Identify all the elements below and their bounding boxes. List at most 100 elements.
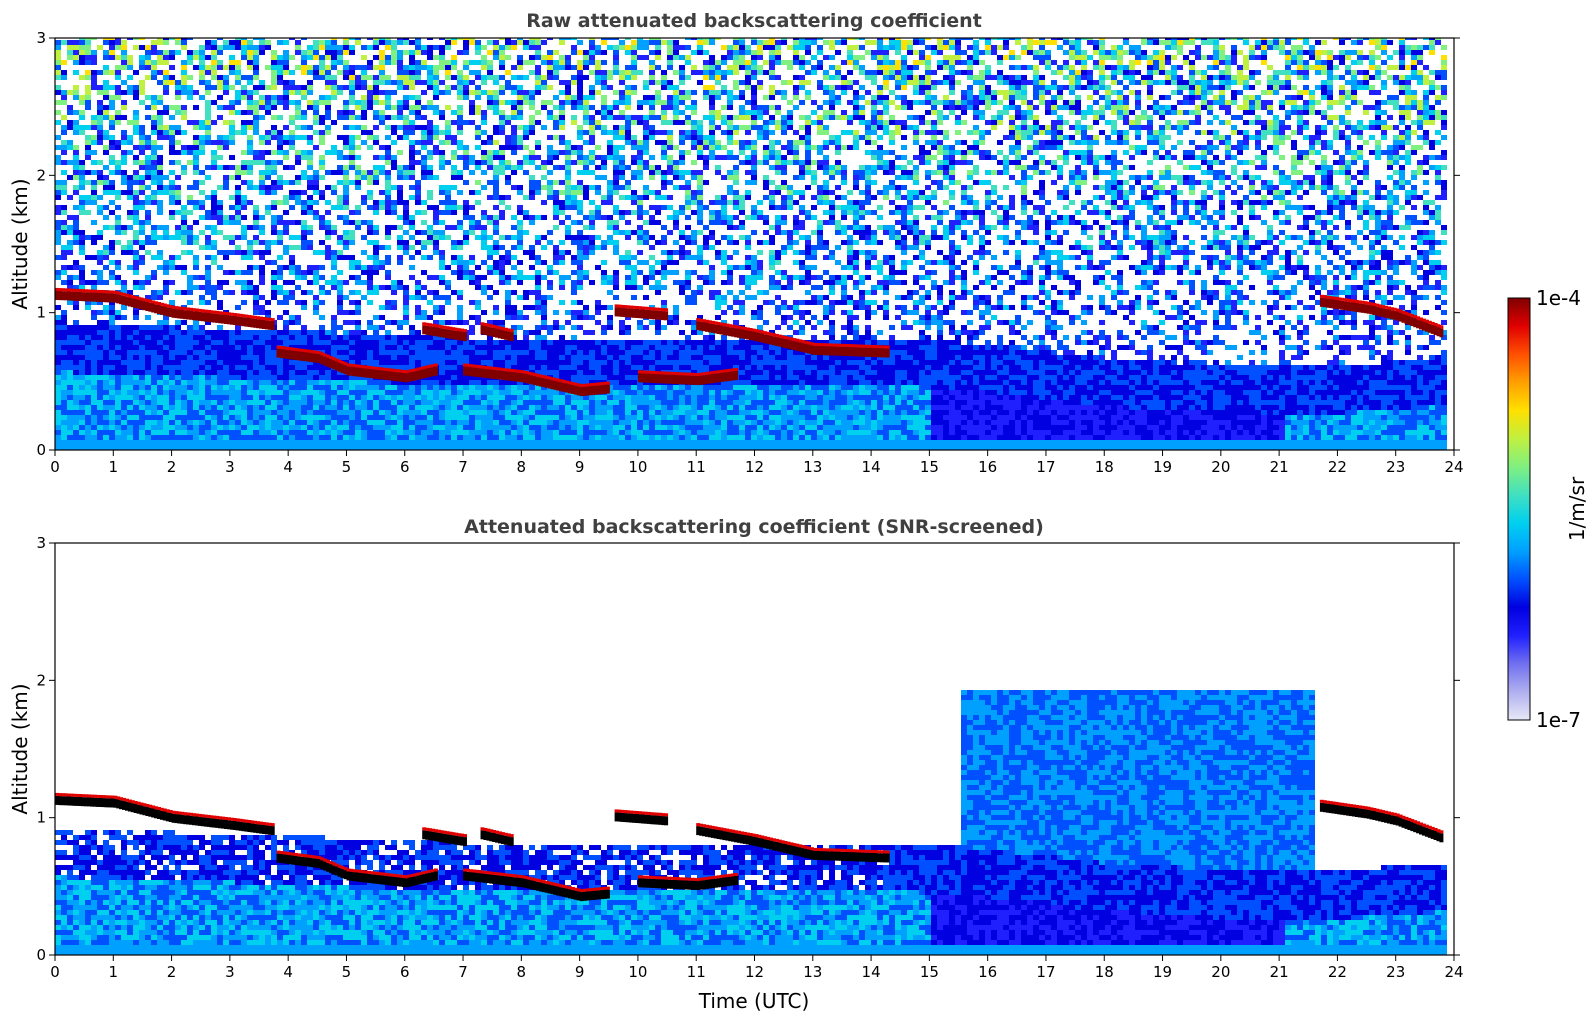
heatmap-cell: [397, 170, 403, 175]
heatmap-cell: [187, 350, 193, 355]
heatmap-cell: [103, 395, 109, 400]
heatmap-cell: [331, 280, 337, 285]
heatmap-cell: [253, 300, 259, 305]
heatmap-cell: [169, 80, 175, 85]
heatmap-cell: [181, 430, 187, 435]
heatmap-cell: [259, 175, 265, 180]
heatmap-cell: [73, 375, 79, 380]
heatmap-cell: [301, 400, 307, 405]
heatmap-cell: [445, 205, 451, 210]
heatmap-cell: [151, 50, 157, 55]
heatmap-cell: [271, 280, 277, 285]
heatmap-cell: [505, 255, 511, 260]
heatmap-cell: [385, 170, 391, 175]
heatmap-cell: [163, 265, 169, 270]
heatmap-cell: [475, 405, 481, 410]
heatmap-cell: [157, 100, 163, 105]
heatmap-cell: [427, 45, 433, 50]
heatmap-cell: [349, 430, 355, 435]
heatmap-cell: [505, 195, 511, 200]
heatmap-cell: [511, 350, 517, 355]
heatmap-cell: [487, 440, 493, 445]
heatmap-cell: [415, 150, 421, 155]
heatmap-cell: [193, 205, 199, 210]
heatmap-cell: [559, 110, 565, 115]
heatmap-cell: [373, 340, 379, 345]
heatmap-cell: [541, 435, 547, 440]
heatmap-cell: [451, 165, 457, 170]
heatmap-cell: [61, 90, 67, 95]
heatmap-cell: [475, 60, 481, 65]
heatmap-cell: [169, 235, 175, 240]
heatmap-cell: [295, 265, 301, 270]
heatmap-cell: [349, 230, 355, 235]
heatmap-cell: [175, 255, 181, 260]
heatmap-cell: [331, 350, 337, 355]
heatmap-cell: [139, 410, 145, 415]
heatmap-cell: [241, 90, 247, 95]
heatmap-cell: [349, 420, 355, 425]
heatmap-cell: [343, 165, 349, 170]
heatmap-cell: [259, 395, 265, 400]
heatmap-cell: [409, 425, 415, 430]
heatmap-cell: [373, 265, 379, 270]
heatmap-cell: [283, 405, 289, 410]
heatmap-cell: [583, 365, 589, 370]
heatmap-cell: [577, 420, 583, 425]
heatmap-cell: [367, 290, 373, 295]
heatmap-cell: [175, 335, 181, 340]
heatmap-cell: [511, 130, 517, 135]
heatmap-cell: [577, 375, 583, 380]
heatmap-cell: [91, 325, 97, 330]
heatmap-cell: [319, 400, 325, 405]
heatmap-cell: [313, 175, 319, 180]
heatmap-cell: [379, 395, 385, 400]
heatmap-cell: [61, 345, 67, 350]
heatmap-cell: [565, 80, 571, 85]
heatmap-cell: [493, 400, 499, 405]
heatmap-cell: [463, 155, 469, 160]
heatmap-cell: [223, 220, 229, 225]
heatmap-cell: [169, 140, 175, 145]
heatmap-cell: [91, 170, 97, 175]
heatmap-cell: [133, 145, 139, 150]
heatmap-cell: [139, 385, 145, 390]
heatmap-cell: [469, 315, 475, 320]
heatmap-cell: [73, 285, 79, 290]
heatmap-cell: [97, 370, 103, 375]
heatmap-cell: [397, 335, 403, 340]
heatmap-cell: [547, 355, 553, 360]
heatmap-cell: [571, 235, 577, 240]
heatmap-cell: [535, 75, 541, 80]
heatmap-cell: [361, 445, 367, 450]
heatmap-cell: [427, 420, 433, 425]
heatmap-cell: [85, 360, 91, 365]
heatmap-cell: [85, 60, 91, 65]
heatmap-cell: [355, 430, 361, 435]
heatmap-cell: [91, 315, 97, 320]
heatmap-cell: [265, 205, 271, 210]
heatmap-cell: [145, 325, 151, 330]
heatmap-cell: [361, 340, 367, 345]
heatmap-cell: [421, 350, 427, 355]
heatmap-cell: [313, 50, 319, 55]
heatmap-cell: [241, 225, 247, 230]
heatmap-cell: [139, 430, 145, 435]
heatmap-cell: [139, 415, 145, 420]
heatmap-cell: [121, 245, 127, 250]
heatmap-cell: [133, 370, 139, 375]
heatmap-cell: [235, 270, 241, 275]
heatmap-cell: [325, 235, 331, 240]
heatmap-cell: [565, 38, 571, 40]
heatmap-cell: [67, 195, 73, 200]
heatmap-cell: [445, 235, 451, 240]
heatmap-cell: [427, 130, 433, 135]
heatmap-cell: [55, 255, 61, 260]
heatmap-cell: [79, 380, 85, 385]
heatmap-cell: [271, 400, 277, 405]
heatmap-cell: [295, 365, 301, 370]
heatmap-cell: [343, 110, 349, 115]
heatmap-cell: [349, 390, 355, 395]
heatmap-cell: [199, 135, 205, 140]
heatmap-cell: [115, 120, 121, 125]
